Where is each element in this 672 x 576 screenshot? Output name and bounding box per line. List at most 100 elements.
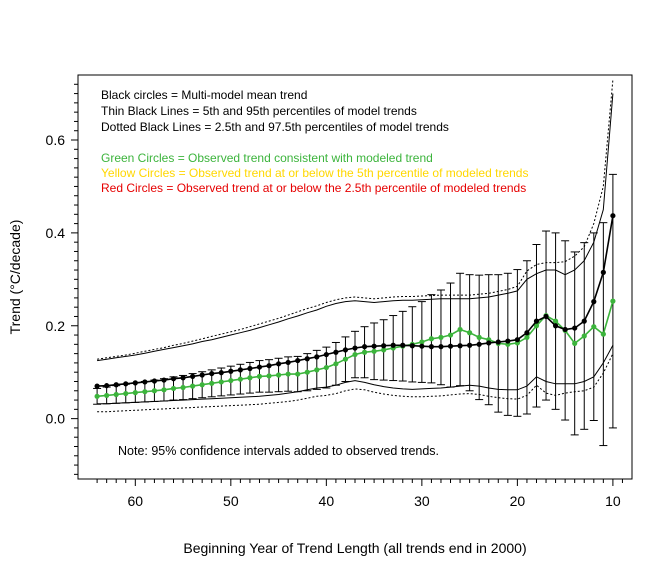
mean-point bbox=[151, 378, 158, 384]
observed-point bbox=[132, 390, 138, 396]
observed-point bbox=[256, 373, 263, 379]
mean-point bbox=[247, 365, 253, 372]
mean-point bbox=[256, 364, 263, 370]
mean-point bbox=[591, 299, 597, 305]
observed-point bbox=[572, 340, 578, 347]
observed-point bbox=[438, 334, 444, 340]
mean-point bbox=[543, 313, 549, 320]
mean-point bbox=[428, 344, 435, 350]
observed-point bbox=[266, 373, 272, 379]
observed-point bbox=[361, 349, 368, 355]
mean-point bbox=[199, 372, 205, 378]
mean-point bbox=[352, 345, 358, 351]
mean-point bbox=[552, 323, 559, 329]
observed-point bbox=[104, 392, 110, 399]
y-tick-label: 0.4 bbox=[46, 225, 66, 241]
mean-point bbox=[581, 318, 587, 324]
mean-point bbox=[400, 342, 406, 348]
observed-point bbox=[275, 372, 282, 378]
observed-point bbox=[170, 385, 177, 392]
observed-point bbox=[428, 336, 435, 342]
plot-frame bbox=[77, 74, 633, 480]
x-tick-label: 30 bbox=[414, 493, 430, 509]
observed-point bbox=[123, 390, 129, 397]
observed-point bbox=[151, 388, 158, 394]
legend-line-percentiles: Thin Black Lines = 5th and 95th percenti… bbox=[101, 104, 417, 118]
mean-point bbox=[371, 343, 377, 349]
mean-point bbox=[304, 356, 310, 362]
mean-point bbox=[505, 338, 511, 344]
mean-point bbox=[237, 367, 243, 373]
mean-point bbox=[562, 326, 568, 333]
observed-point bbox=[295, 371, 301, 377]
mean-point bbox=[524, 330, 530, 336]
mean-point bbox=[467, 342, 473, 348]
note-annotation: Note: 95% confidence intervals added to … bbox=[118, 444, 439, 458]
x-tick-label: 20 bbox=[510, 493, 526, 509]
mean-point bbox=[409, 343, 415, 349]
observed-point bbox=[524, 334, 530, 340]
x-tick-label: 50 bbox=[223, 493, 239, 509]
mean-point bbox=[275, 361, 282, 367]
mean-point bbox=[132, 380, 138, 386]
x-tick-label: 60 bbox=[128, 493, 144, 509]
mean-point bbox=[514, 337, 520, 343]
observed-point bbox=[533, 323, 540, 329]
observed-point bbox=[552, 318, 559, 324]
mean-point bbox=[600, 269, 606, 275]
mean-point bbox=[495, 339, 501, 345]
observed-point bbox=[218, 379, 224, 385]
mean-point bbox=[295, 357, 301, 364]
mean-point bbox=[314, 354, 320, 360]
observed-point bbox=[209, 380, 215, 386]
observed-point bbox=[323, 364, 329, 371]
mean-point bbox=[228, 368, 234, 374]
mean-point bbox=[533, 318, 540, 324]
observed-point bbox=[342, 356, 349, 362]
mean-point bbox=[113, 382, 119, 388]
observed-confidence-intervals bbox=[93, 173, 617, 447]
mean-point bbox=[447, 343, 454, 349]
mean-point bbox=[285, 359, 291, 366]
observed-point bbox=[113, 391, 119, 398]
mean-point bbox=[94, 383, 100, 389]
observed-point bbox=[591, 324, 597, 330]
mean-point bbox=[209, 370, 215, 377]
y-tick-label: 0.2 bbox=[46, 318, 66, 334]
observed-point bbox=[314, 367, 320, 373]
mean-point bbox=[218, 370, 224, 376]
x-tick-label: 40 bbox=[319, 493, 335, 509]
observed-point bbox=[457, 326, 463, 333]
mean-point bbox=[342, 347, 349, 353]
observed-point bbox=[371, 348, 377, 354]
observed-point bbox=[228, 377, 234, 384]
mean-point bbox=[323, 351, 329, 358]
legend-line-green: Green Circles = Observed trend consisten… bbox=[101, 151, 433, 165]
multi-model-mean-series bbox=[94, 213, 616, 389]
mean-point bbox=[419, 343, 425, 349]
observed-point bbox=[237, 376, 243, 382]
x-axis-label: Beginning Year of Trend Length (all tren… bbox=[183, 540, 526, 556]
y-tick-label: 0.6 bbox=[46, 132, 66, 148]
observed-point bbox=[381, 347, 387, 353]
observed-point bbox=[600, 331, 606, 337]
mean-point bbox=[381, 343, 387, 349]
mean-point bbox=[572, 325, 578, 331]
legend-line-dotted: Dotted Black Lines = 2.5th and 97.5th pe… bbox=[101, 120, 449, 134]
y-tick-label: 0.0 bbox=[46, 411, 66, 427]
observed-point bbox=[285, 371, 291, 377]
mean-point bbox=[476, 341, 482, 347]
series-line-4 bbox=[97, 79, 614, 360]
observed-point bbox=[142, 389, 148, 395]
observed-point bbox=[190, 383, 196, 389]
y-axis-label: Trend (°C/decade) bbox=[7, 220, 23, 335]
mean-point bbox=[361, 344, 368, 350]
observed-point bbox=[467, 330, 473, 336]
mean-point bbox=[161, 377, 167, 383]
mean-point bbox=[390, 342, 396, 348]
x-axis: 60 50 40 30 20 10 bbox=[96, 479, 623, 509]
legend: Black circles = Multi-model mean trend T… bbox=[101, 88, 528, 195]
observed-point bbox=[419, 339, 425, 345]
x-tick-label: 10 bbox=[605, 493, 621, 509]
mean-point bbox=[190, 373, 196, 379]
